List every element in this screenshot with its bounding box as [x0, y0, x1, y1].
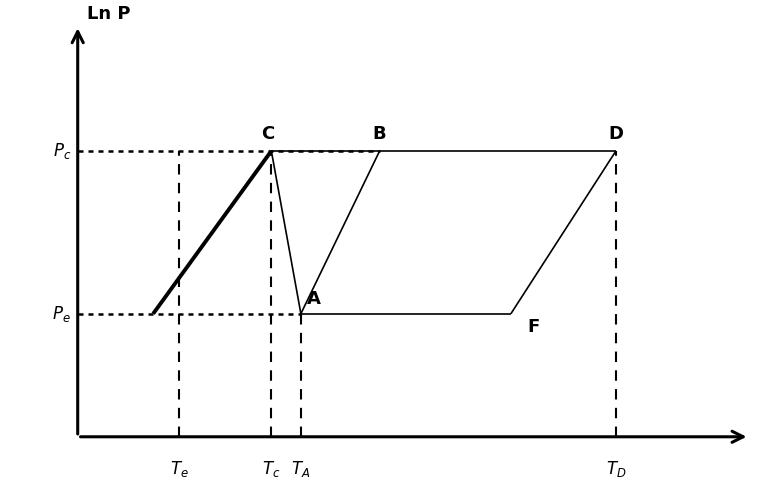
Text: $P_c$: $P_c$: [53, 141, 71, 161]
Text: $T_D$: $T_D$: [606, 459, 627, 479]
Text: $T_A$: $T_A$: [291, 459, 310, 479]
Text: B: B: [373, 125, 387, 143]
Text: D: D: [608, 125, 624, 143]
Text: F: F: [527, 318, 539, 336]
Text: A: A: [307, 290, 321, 308]
Text: Ln P: Ln P: [87, 5, 130, 23]
Text: $T_c$: $T_c$: [262, 459, 280, 479]
Text: $T_e$: $T_e$: [170, 459, 189, 479]
Text: C: C: [261, 125, 275, 143]
Text: $P_e$: $P_e$: [53, 304, 71, 324]
